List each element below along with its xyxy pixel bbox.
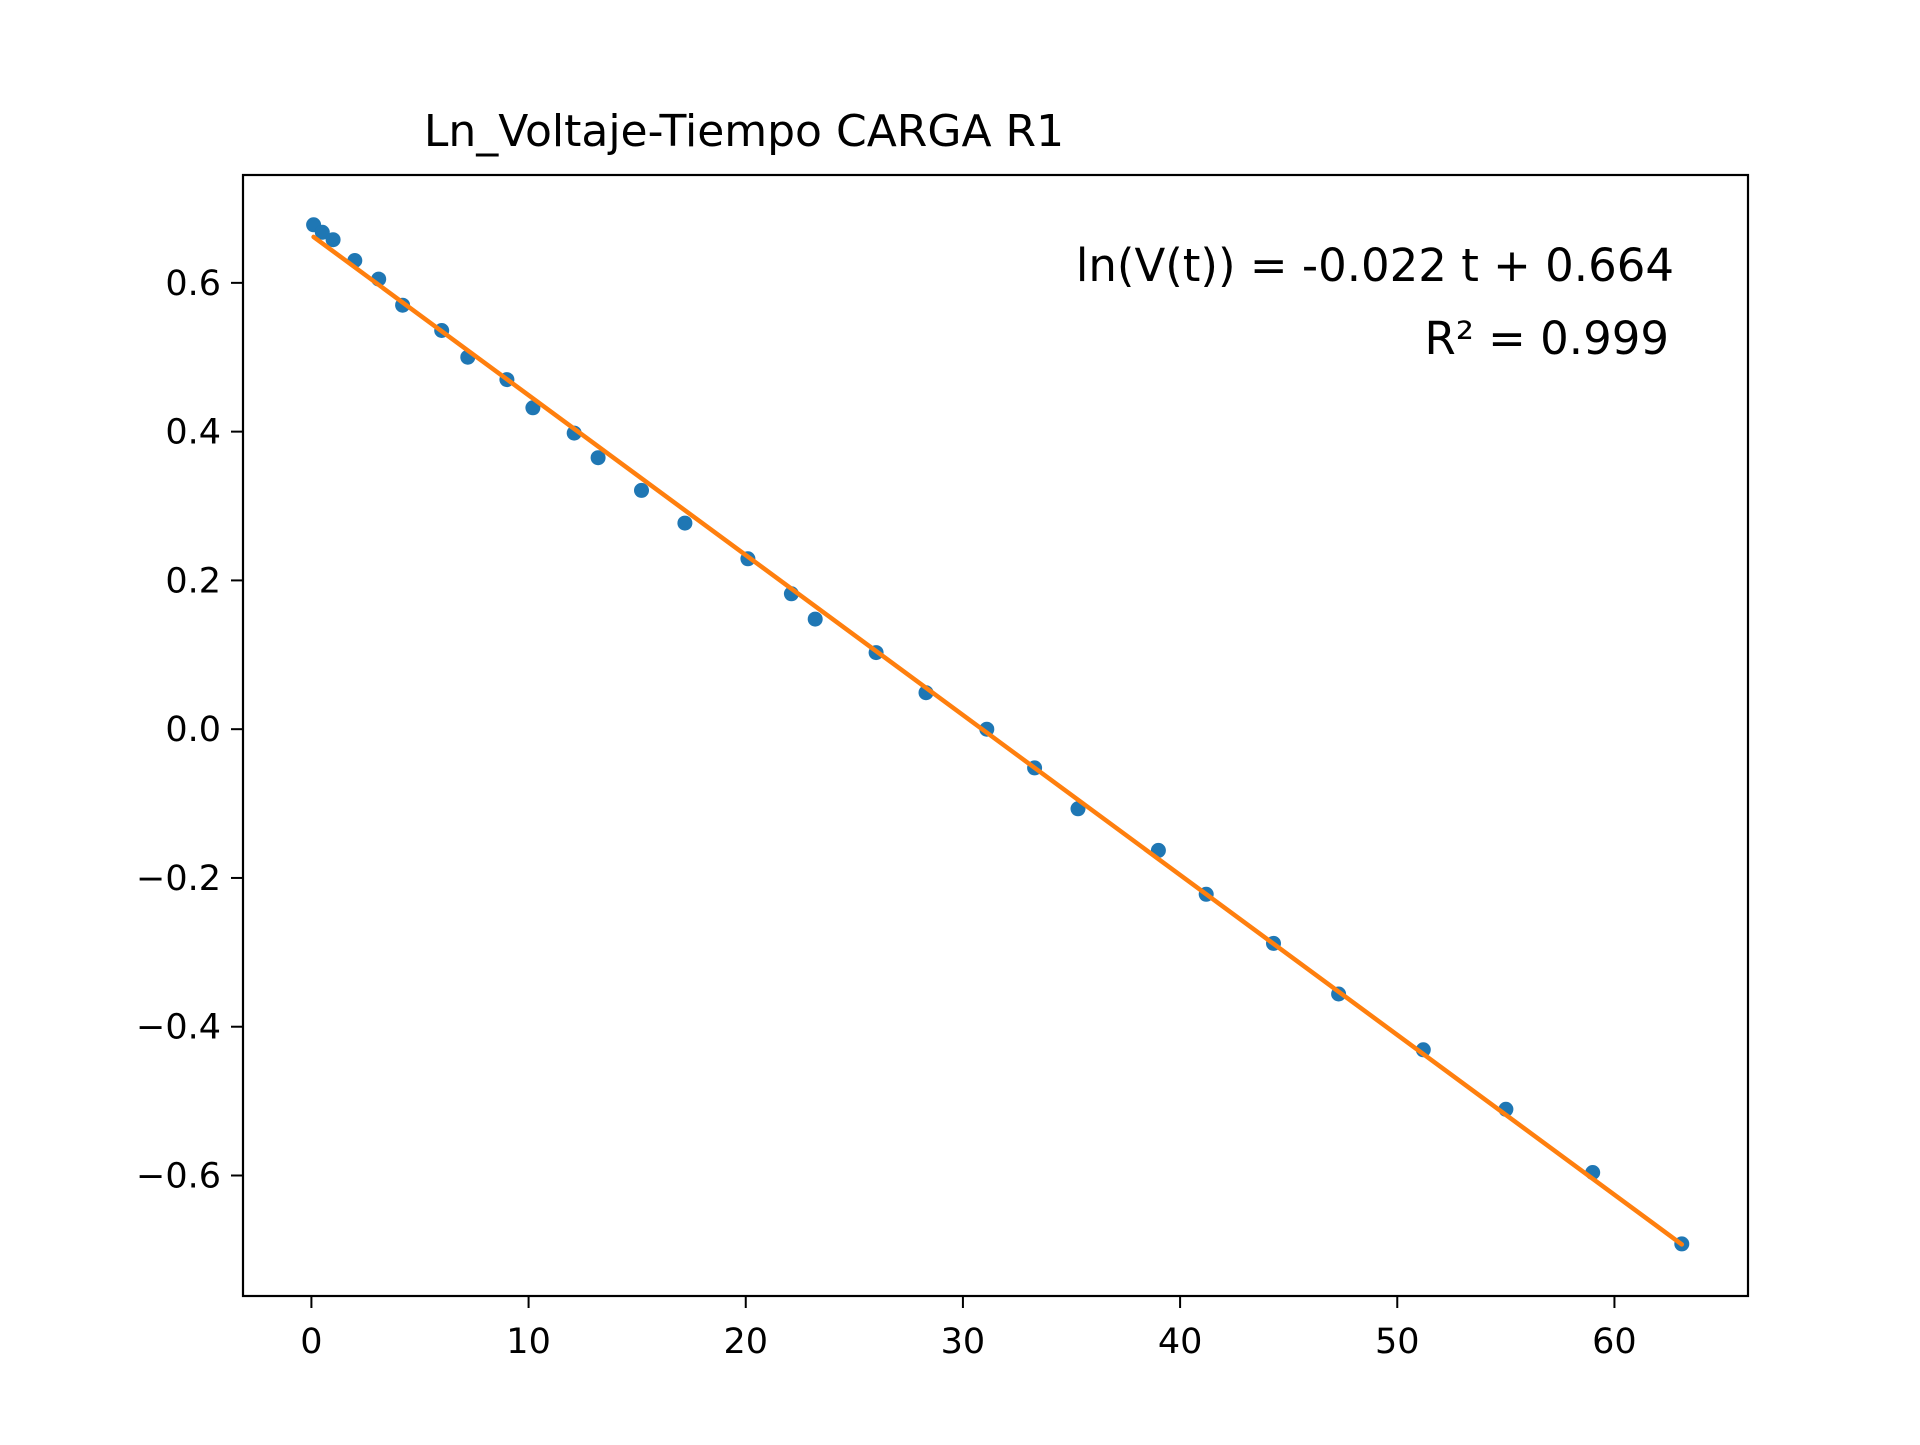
- data-point-1: [314, 224, 330, 240]
- plot-frame: [241, 173, 1750, 1298]
- fit-line: [311, 234, 1685, 1247]
- y-tick-label-2: 0.2: [165, 561, 221, 601]
- data-point-11: [590, 450, 606, 466]
- x-tick-label-3: 30: [941, 1322, 986, 1362]
- y-tick-label-6: −0.6: [136, 1156, 221, 1196]
- y-tick-label-5: −0.4: [136, 1008, 221, 1048]
- x-tick-label-4: 40: [1158, 1322, 1203, 1362]
- fit-equation-annotation: ln(V(t)) = -0.022 t + 0.664: [1076, 239, 1674, 292]
- y-axis: 0.6 0.4 0.2 0.0 −0.2 −0.4 −0.6: [136, 264, 243, 1196]
- data-point-13: [677, 515, 693, 531]
- y-tick-label-3: 0.0: [165, 710, 221, 750]
- x-tick-label-5: 50: [1375, 1322, 1420, 1362]
- data-point-2: [325, 232, 341, 248]
- data-point-12: [634, 482, 649, 498]
- data-point-16: [807, 611, 823, 627]
- chart-title: Ln_Voltaje-Tiempo CARGA R1: [424, 106, 1064, 157]
- r-squared-annotation: R² = 0.999: [1425, 312, 1669, 365]
- x-axis: 0 10 20 30 40 50 60: [300, 1296, 1637, 1362]
- y-tick-label-0: 0.6: [165, 264, 221, 304]
- x-tick-label-0: 0: [300, 1322, 322, 1362]
- x-tick-label-2: 20: [723, 1322, 768, 1362]
- y-tick-label-1: 0.4: [165, 413, 221, 453]
- y-tick-label-4: −0.2: [136, 859, 221, 899]
- x-tick-label-1: 10: [506, 1322, 551, 1362]
- plot-marks: [306, 217, 1690, 1252]
- data-point-9: [525, 400, 541, 416]
- x-tick-label-6: 60: [1592, 1322, 1637, 1362]
